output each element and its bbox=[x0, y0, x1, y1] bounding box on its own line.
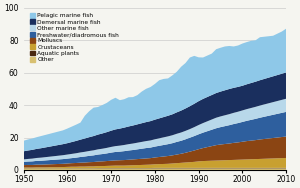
Legend: Pelagic marine fish, Demersal marine fish, Other marine fish, Freshwater/diadrom: Pelagic marine fish, Demersal marine fis… bbox=[29, 12, 120, 63]
